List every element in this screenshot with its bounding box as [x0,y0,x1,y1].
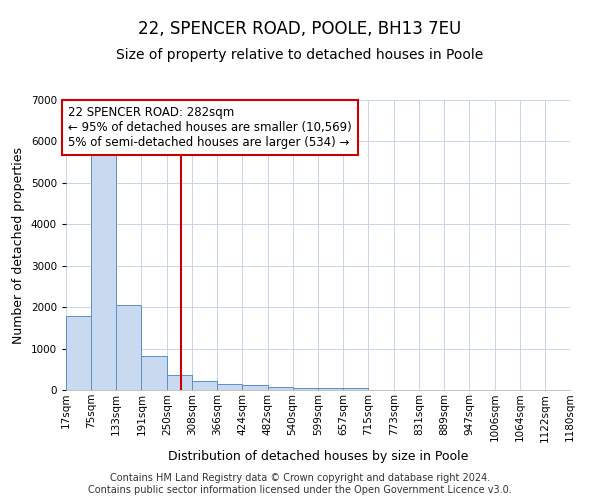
Bar [242,386,268,390]
Bar [318,388,343,390]
Bar [116,304,142,390]
Y-axis label: Number of detached properties: Number of detached properties [12,146,25,344]
Bar [66,316,91,390]
Text: 22, SPENCER ROAD, POOLE, BH13 7EU: 22, SPENCER ROAD, POOLE, BH13 7EU [139,20,461,38]
Text: Size of property relative to detached houses in Poole: Size of property relative to detached ho… [116,48,484,62]
Bar [91,152,116,390]
Bar [167,374,192,390]
Text: 22 SPENCER ROAD: 282sqm
← 95% of detached houses are smaller (10,569)
5% of semi: 22 SPENCER ROAD: 282sqm ← 95% of detache… [68,106,352,149]
Bar [343,388,368,390]
Bar [217,384,242,390]
Bar [268,387,293,390]
Bar [142,356,167,390]
X-axis label: Distribution of detached houses by size in Poole: Distribution of detached houses by size … [168,450,468,463]
Text: Contains HM Land Registry data © Crown copyright and database right 2024.
Contai: Contains HM Land Registry data © Crown c… [88,474,512,495]
Bar [293,388,318,390]
Bar [192,381,217,390]
